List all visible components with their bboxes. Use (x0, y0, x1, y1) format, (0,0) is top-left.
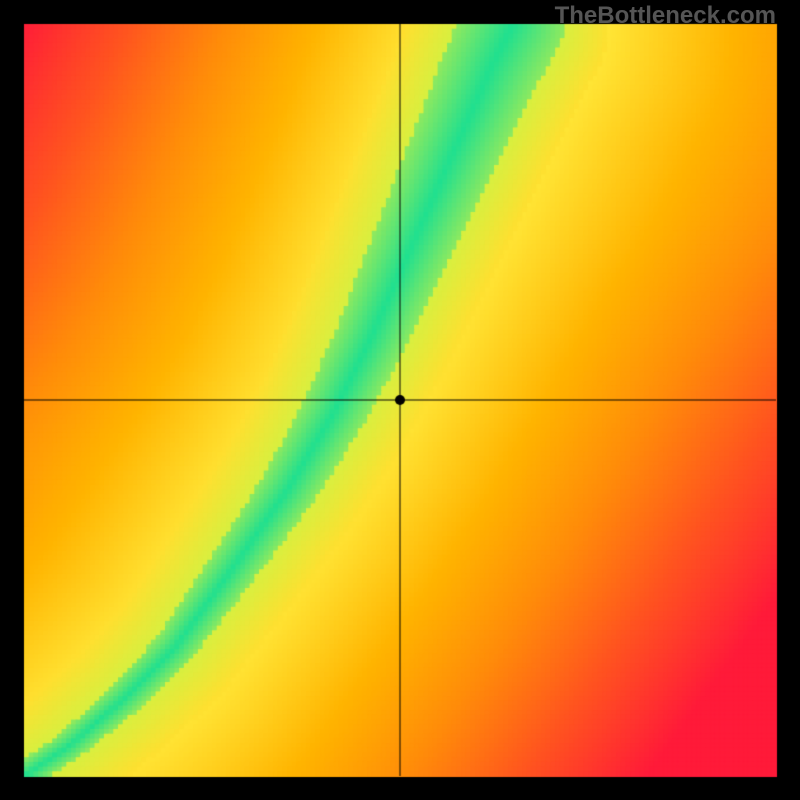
chart-container: TheBottleneck.com (0, 0, 800, 800)
watermark-text: TheBottleneck.com (555, 2, 776, 30)
bottleneck-heatmap-canvas (0, 0, 800, 800)
